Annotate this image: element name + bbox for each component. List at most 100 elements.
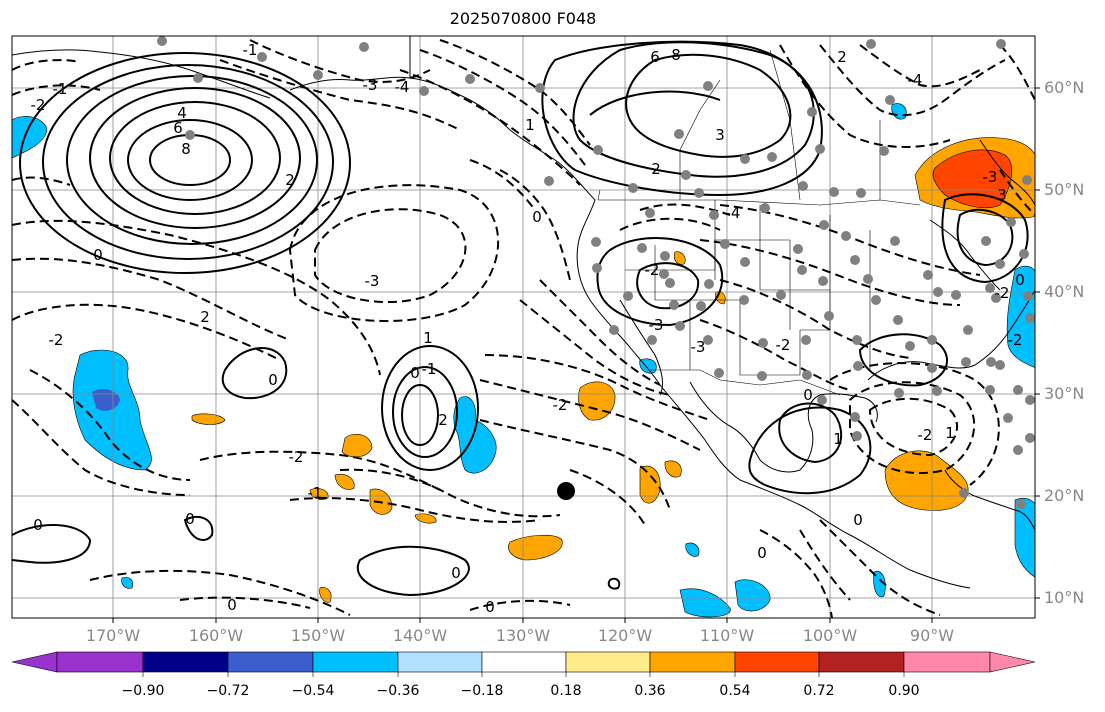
contour-label: 6: [650, 48, 660, 66]
colorbar-tick-label: −0.54: [291, 683, 335, 699]
colorbar-tick-label: 0.36: [634, 683, 666, 699]
contour-label: -2: [289, 448, 304, 466]
contour-label: -2: [776, 336, 791, 354]
lon-label: 110°W: [699, 626, 755, 645]
contour-label: 0: [757, 544, 767, 562]
contour-label: 2: [837, 48, 847, 66]
shaded-blue-region: [734, 579, 771, 612]
contour-label: 1: [833, 430, 843, 448]
colorbar-tick-label: −0.36: [376, 683, 420, 699]
shaded-blue-region: [685, 542, 700, 557]
shaded-orange-region: [664, 460, 682, 478]
shaded-orange-region: [191, 413, 226, 425]
contour-label: 0: [410, 364, 420, 382]
shaded-blue-region: [453, 396, 497, 474]
contour-label: 0: [853, 511, 863, 529]
contour-label: 1: [423, 329, 433, 347]
shaded-orange-region: [341, 433, 373, 458]
coastlines: [12, 36, 1035, 589]
contour-label: -4: [395, 78, 410, 96]
contour-label: 3: [715, 126, 725, 144]
colorbar-segment: [734, 651, 820, 673]
shaded-orange-region: [334, 473, 355, 490]
contour-label: 0: [485, 598, 495, 616]
colorbar-tick-label: −0.90: [121, 683, 165, 699]
shaded-red-region: [932, 149, 1013, 209]
contour-label: -3: [691, 338, 706, 356]
contour-label: 0: [1015, 271, 1025, 289]
contour-label: -3: [365, 272, 380, 290]
lon-label: 160°W: [188, 626, 244, 645]
contour-label: 0: [451, 564, 461, 582]
dashed-contours: [12, 39, 1035, 618]
contour-label: 6: [173, 119, 183, 137]
colorbar-extend-low: [11, 651, 58, 673]
lat-label: 10°N: [1044, 588, 1085, 607]
contour-label: -3: [649, 316, 664, 334]
contour-label: 0: [93, 246, 103, 264]
colorbar-segment: [227, 651, 314, 673]
contour-label: 2: [438, 411, 448, 429]
lon-label: 130°W: [495, 626, 551, 645]
contour-label: 8: [671, 46, 681, 64]
contour-label: -2: [553, 396, 568, 414]
colorbar-tick-label: 0.54: [719, 683, 751, 699]
tropical-cyclone-marker: [557, 482, 575, 500]
axis-ticks: [112, 87, 1040, 623]
station-markers: [157, 36, 1035, 509]
contour-label: 0: [268, 371, 278, 389]
colorbar-segment: [903, 651, 991, 673]
colorbar-tick-label: 0.90: [888, 683, 920, 699]
shaded-orange-region: [508, 534, 563, 561]
lat-label: 60°N: [1044, 78, 1085, 97]
political-borders: [597, 49, 921, 396]
lat-label: 20°N: [1044, 486, 1085, 505]
contour-label: -1: [308, 484, 323, 502]
lon-label: 120°W: [597, 626, 653, 645]
lon-label: 100°W: [802, 626, 858, 645]
contour-label: 0: [33, 516, 43, 534]
contour-label: 1: [525, 116, 535, 134]
shaded-blue-region: [679, 588, 731, 618]
contour-label: -4: [908, 71, 923, 89]
colorbar-segment: [142, 651, 229, 673]
map-background: [12, 36, 1035, 618]
lon-label: 90°W: [909, 626, 955, 645]
colorbar-segment: [481, 651, 567, 673]
contour-label: -2: [49, 331, 64, 349]
colorbar-segment: [56, 651, 144, 673]
contour-label: 2: [285, 171, 295, 189]
lat-label: 40°N: [1044, 282, 1085, 301]
colorbar: [11, 651, 1036, 677]
shaded-blue-region: [121, 576, 133, 589]
shaded-blue-region: [72, 349, 152, 471]
colorbar-tick-label: −0.72: [206, 683, 250, 699]
contour-label: 4: [177, 104, 187, 122]
colorbar-tick-label: −0.18: [460, 683, 504, 699]
colorbar-segment: [818, 651, 905, 673]
colorbar-extend-high: [989, 651, 1036, 673]
contour-label: 0: [532, 208, 542, 226]
map-title: 2025070800 F048: [449, 9, 597, 28]
lon-label: 170°W: [85, 626, 141, 645]
contour-label: 0: [185, 510, 195, 528]
colorbar-tick-label: 0.72: [803, 683, 835, 699]
contour-label: -2: [995, 284, 1010, 302]
contour-label: -1: [53, 80, 68, 98]
colorbar-segment: [649, 651, 736, 673]
contour-label: 2: [651, 160, 661, 178]
lat-label: 30°N: [1044, 384, 1085, 403]
colorbar-segment: [565, 651, 651, 673]
colorbar-segment: [397, 651, 483, 673]
lon-label: 140°W: [392, 626, 448, 645]
shaded-fields: [12, 103, 1035, 618]
contour-label: 0: [803, 386, 813, 404]
contour-label: -2: [645, 261, 660, 279]
shaded-orange-region: [319, 587, 332, 603]
contour-label: 3: [997, 186, 1007, 204]
shaded-blue-region: [1014, 497, 1035, 578]
contour-label: -3: [363, 76, 378, 94]
contour-label: 1: [945, 424, 955, 442]
colorbar-tick-label: 0.18: [550, 683, 582, 699]
contour-label: -1: [243, 41, 258, 59]
